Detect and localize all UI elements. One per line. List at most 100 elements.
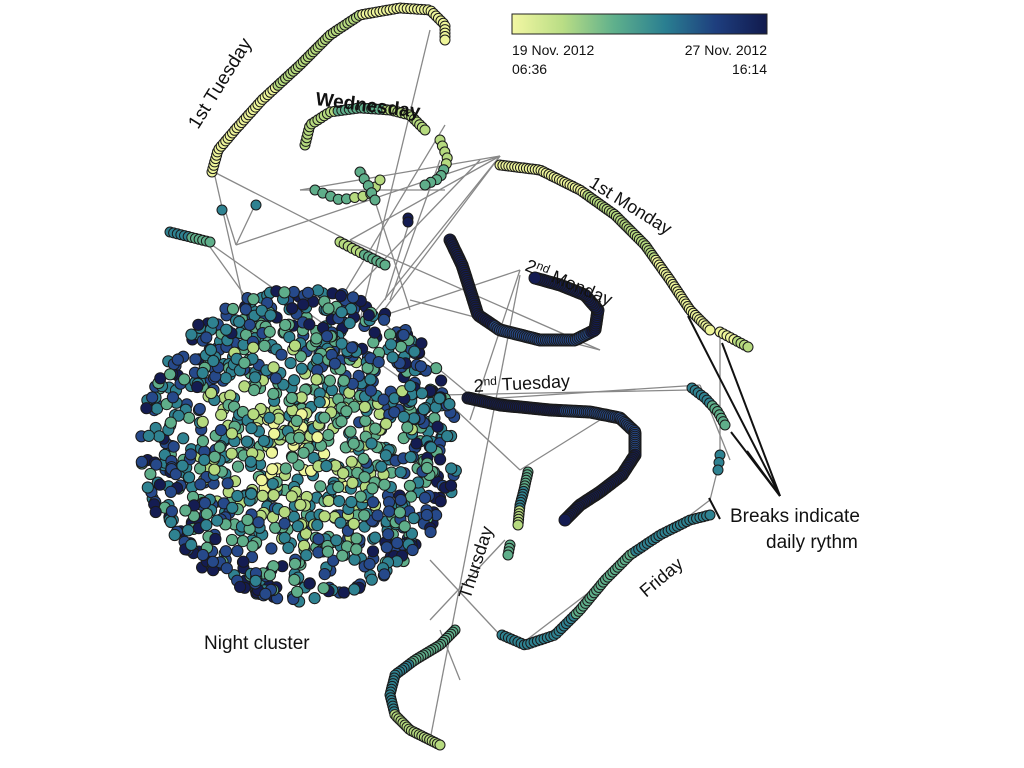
cluster-node (365, 437, 378, 450)
cluster-node (284, 356, 297, 370)
cluster-node (358, 400, 371, 414)
cluster-node (357, 452, 370, 465)
cluster-node (435, 374, 448, 387)
edge-line (204, 239, 249, 301)
cluster-node (328, 357, 341, 370)
cluster-node (394, 466, 407, 479)
cluster-node (406, 543, 419, 557)
cluster-node (248, 384, 261, 397)
cluster-node (297, 446, 310, 459)
cluster-node (278, 286, 291, 299)
cluster-node (445, 462, 458, 475)
cluster-node (142, 429, 155, 442)
cluster-node (183, 471, 196, 484)
night-cluster (135, 284, 462, 608)
cluster-node (211, 514, 224, 527)
edge-line (439, 389, 691, 396)
cluster-node (310, 373, 323, 386)
cluster-node (209, 532, 222, 546)
label-2nd-monday-sup: nd (534, 258, 552, 276)
label-2nd-tuesday: 2nd Tuesday (473, 370, 570, 396)
cluster-node (184, 448, 197, 461)
cluster-node (258, 339, 271, 352)
cluster-node (327, 554, 340, 567)
cluster-node (220, 562, 233, 575)
cluster-node (247, 408, 260, 421)
cluster-node (377, 393, 390, 406)
cluster-node (359, 414, 372, 427)
cluster-node (336, 549, 349, 562)
tuesday1-node (439, 34, 451, 46)
wednesday-node (402, 216, 414, 228)
cluster-node (394, 340, 408, 353)
edge-line (224, 209, 237, 246)
cluster-node (378, 313, 391, 326)
cluster-node (310, 332, 323, 345)
cluster-node (189, 353, 202, 366)
stub-node (250, 199, 262, 211)
cluster-node (263, 569, 276, 582)
cluster-node (378, 478, 391, 491)
cluster-node (362, 309, 375, 322)
cluster-node (226, 302, 240, 316)
wednesday-node (419, 124, 431, 136)
cluster-node (178, 373, 191, 386)
cluster-node (241, 513, 254, 527)
cluster-node (234, 580, 247, 594)
cluster-node (404, 380, 417, 393)
cluster-node (279, 318, 292, 332)
cluster-node (153, 430, 166, 443)
thursday-node (512, 519, 524, 531)
cluster-node (350, 532, 363, 545)
cluster-node (196, 435, 209, 448)
cluster-node (249, 371, 262, 384)
cluster-node (347, 437, 360, 450)
cluster-node (403, 479, 416, 492)
cluster-node (244, 455, 257, 468)
cluster-node (286, 302, 299, 315)
cluster-node (382, 528, 395, 541)
cluster-node (444, 479, 458, 492)
cluster-node (144, 467, 157, 481)
cluster-node (288, 339, 302, 352)
cluster-node (322, 302, 335, 315)
cluster-node (196, 548, 209, 562)
cluster-node (278, 505, 291, 519)
cluster-node (169, 468, 182, 481)
cluster-node (300, 549, 313, 562)
cluster-node (404, 451, 417, 464)
cluster-node (408, 345, 421, 358)
edge-line (235, 155, 501, 246)
cluster-node (231, 545, 244, 558)
cluster-node (443, 398, 456, 411)
wednesday-node (369, 194, 381, 206)
cluster-node (345, 495, 358, 509)
cluster-node (200, 507, 213, 521)
cluster-node (303, 577, 316, 590)
cluster-node (172, 409, 185, 422)
cluster-node (226, 501, 239, 514)
cluster-node (294, 350, 307, 363)
cluster-node (198, 497, 211, 510)
cluster-node (311, 431, 324, 444)
cluster-node (231, 460, 245, 473)
monday1-node (704, 324, 716, 336)
cluster-node (206, 555, 219, 568)
edge-line (213, 171, 244, 301)
cluster-node (369, 422, 382, 435)
cluster-node (317, 582, 330, 595)
cluster-node (320, 459, 333, 473)
edge-line (379, 155, 501, 316)
cluster-node (345, 455, 358, 468)
cluster-node (347, 291, 360, 304)
cluster-node (368, 326, 381, 339)
cluster-node (345, 341, 358, 354)
cluster-node (354, 490, 367, 503)
cluster-node (364, 373, 377, 386)
cluster-node (247, 341, 260, 354)
cluster-node (185, 328, 198, 341)
monday1-node (742, 341, 754, 353)
label-thursday: Thursday (455, 524, 497, 602)
cluster-node (398, 520, 411, 533)
cluster-node (220, 323, 233, 336)
